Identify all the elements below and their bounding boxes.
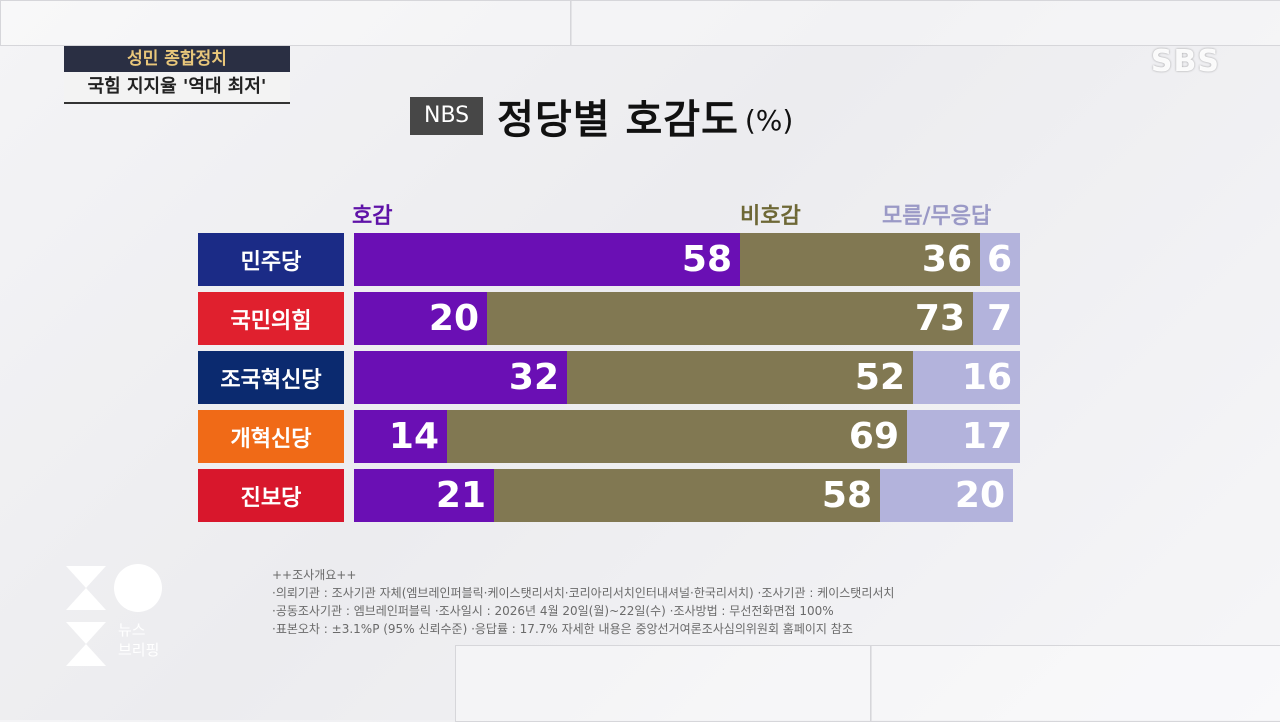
background-panel [455,645,872,722]
chart-title: 정당별 호감도 [497,97,739,143]
value-dont-know: 16 [961,357,1012,398]
bar-favorable [354,233,740,286]
legend-dont-know: 모름/무응답 [882,204,992,229]
value-unfavorable: 36 [921,239,972,280]
footnote-line: ·표본오차 : ±3.1%P (95% 신뢰수준) ·응답률 : 17.7% 자… [272,622,853,636]
party-label: 조국혁신당 [198,351,344,404]
value-unfavorable: 73 [914,298,965,339]
source-badge: NBS [410,97,484,135]
background-panel [0,0,572,46]
value-favorable: 32 [508,357,559,398]
value-unfavorable: 69 [848,416,899,457]
bar-track: 21 58 20 [354,469,1020,522]
program-tag: 성민 종합정치 국힘 지지율 '역대 최저' [64,46,290,104]
bar-unfavorable [740,233,980,286]
party-row: 개혁신당 14 69 17 [198,410,1022,463]
party-label: 진보당 [198,469,344,522]
value-dont-know: 17 [961,416,1012,457]
bar-favorable [354,410,447,463]
chart-unit: (%) [744,103,794,137]
bar-track: 58 36 6 [354,233,1020,286]
value-favorable: 21 [435,475,486,516]
news-briefing-logo-icon [66,564,162,666]
value-favorable: 14 [388,416,439,457]
bar-dont-know [913,351,1020,404]
program-name: 성민 종합정치 [64,46,290,72]
brand-text: 뉴스 브리핑 [118,620,159,660]
footnote-line: ·공동조사기관 : 엠브레인퍼블릭 ·조사일시 : 2026년 4월 20일(월… [272,604,834,618]
bar-dont-know [980,233,1020,286]
chart-title-row: NBS 정당별 호감도 (%) [410,88,793,144]
bar-unfavorable [447,410,907,463]
bar-unfavorable [494,469,880,522]
bar-dont-know [880,469,1013,522]
party-label: 개혁신당 [198,410,344,463]
party-row: 진보당 21 58 20 [198,469,1022,522]
footnote-heading: ++조사개요++ [272,568,357,582]
value-unfavorable: 52 [854,357,905,398]
party-label: 민주당 [198,233,344,286]
legend-unfavorable: 비호감 [740,204,801,229]
party-name: 개혁신당 [230,426,312,452]
bar-dont-know [973,292,1020,345]
party-row: 민주당 58 36 6 [198,233,1022,286]
value-dont-know: 6 [986,239,1012,280]
legend-favorable: 호감 [352,204,393,229]
program-headline: 국힘 지지율 '역대 최저' [64,72,290,104]
bar-favorable [354,351,567,404]
brand-line-2: 브리핑 [118,641,160,659]
party-name: 진보당 [240,485,302,511]
bar-dont-know [907,410,1020,463]
party-row: 국민의힘 20 73 7 [198,292,1022,345]
party-label: 국민의힘 [198,292,344,345]
bar-favorable [354,469,494,522]
background-panel [870,645,1280,722]
bar-track: 14 69 17 [354,410,1020,463]
bar-favorable [354,292,487,345]
party-name: 국민의힘 [230,308,312,334]
value-dont-know: 7 [986,298,1012,339]
party-name: 조국혁신당 [220,367,322,393]
survey-footnote: ++조사개요++ ·의뢰기관 : 조사기관 자체(엠브레인퍼블릭·케이스탯리서치… [272,566,894,638]
party-row: 조국혁신당 32 52 16 [198,351,1022,404]
value-favorable: 20 [428,298,479,339]
bar-track: 20 73 7 [354,292,1020,345]
value-favorable: 58 [681,239,732,280]
bar-track: 32 52 16 [354,351,1020,404]
footnote-line: ·의뢰기관 : 조사기관 자체(엠브레인퍼블릭·케이스탯리서치·코리아리서치인터… [272,586,895,600]
value-unfavorable: 58 [821,475,872,516]
bar-unfavorable [567,351,913,404]
bar-unfavorable [487,292,973,345]
background-panel [570,0,1280,46]
brand-line-1: 뉴스 [118,621,146,639]
party-name: 민주당 [240,249,302,275]
value-dont-know: 20 [954,475,1005,516]
sbs-logo: SBS [1150,44,1220,79]
